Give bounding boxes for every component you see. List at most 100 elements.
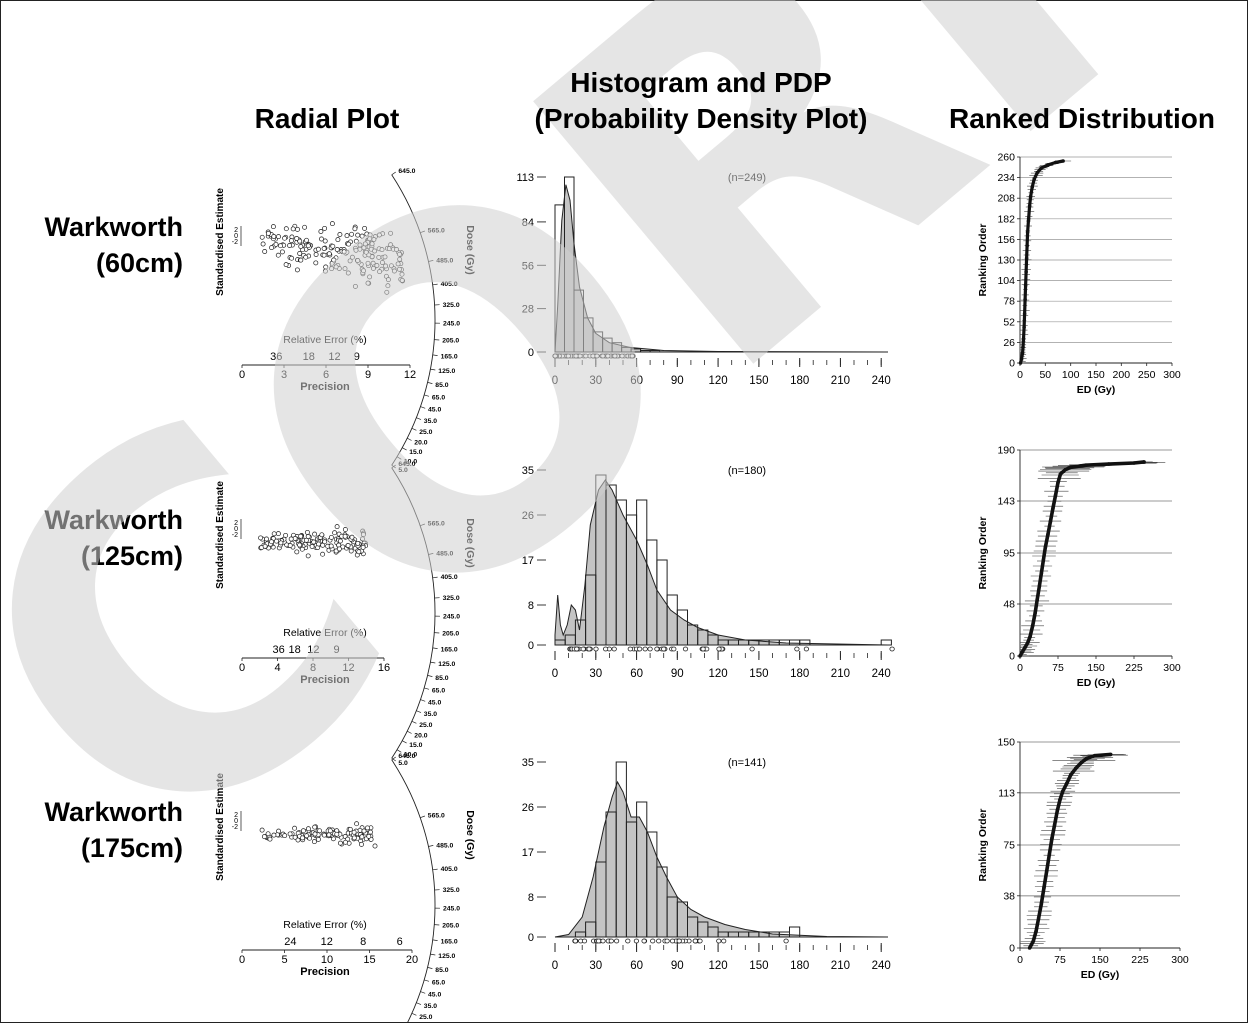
ranked-y-tick-label: 78 <box>1003 296 1015 308</box>
radial-data-point <box>269 539 274 545</box>
hist-x-tick-label: 240 <box>872 375 891 387</box>
radial-data-point <box>275 531 281 537</box>
radial-data-point <box>359 841 364 847</box>
hist-x-tick-label: 90 <box>671 668 684 680</box>
radial-data-point <box>294 236 300 241</box>
radial-dose-tick <box>402 740 407 744</box>
dose-dot <box>664 938 670 944</box>
radial-data-point <box>344 233 350 239</box>
hist-x-tick-label: 210 <box>831 960 850 972</box>
radial-data-point <box>359 233 365 239</box>
radial-data-point <box>360 532 366 537</box>
radial-data-point <box>259 827 265 833</box>
radial-dose-tick <box>411 720 417 724</box>
radial-data-point <box>319 236 324 242</box>
ranked-y-tick-label: 104 <box>997 275 1015 287</box>
radial-data-point <box>349 254 355 260</box>
histogram-header-line1: Histogram and PDP <box>570 67 831 98</box>
radial-dose-tick-label: 405.0 <box>441 574 458 581</box>
radial-data-point <box>319 532 325 538</box>
dose-dot <box>613 938 620 944</box>
ranked-point <box>1034 929 1038 934</box>
ranked-point <box>1028 634 1032 639</box>
ranked-point <box>1053 160 1058 165</box>
dose-dot <box>637 646 643 652</box>
radial-data-point <box>362 225 368 231</box>
radial-dose-tick <box>430 368 436 371</box>
radial-precision-tick-label: 6 <box>323 369 329 381</box>
dose-dot <box>581 938 588 944</box>
ranked-point <box>1046 163 1050 167</box>
hist-x-tick-label: 180 <box>790 960 809 972</box>
ranked-plot: 0 26 52 78 104 130 156 182 208 234 260 0 50 100 150 200… <box>977 152 1181 397</box>
radial-data-point <box>347 258 353 264</box>
hist-x-tick-label: 60 <box>630 668 643 680</box>
dose-dot <box>583 353 589 359</box>
ranked-x-tick-label: 75 <box>1054 954 1066 966</box>
ranked-y-tick-label: 260 <box>997 152 1015 164</box>
ranked-plot: 0 38 75 113 150 0 75 150 225 300 Ranking Order ED (… <box>977 737 1189 982</box>
radial-precision-tick-label: 0 <box>239 954 245 966</box>
dose-dot <box>625 938 631 944</box>
radial-data-point <box>278 540 284 546</box>
hist-x-tick-label: 0 <box>552 960 558 972</box>
radial-data-point <box>287 543 293 548</box>
radial-dose-tick <box>416 710 422 713</box>
ranked-curve <box>1018 460 1145 657</box>
dose-dot <box>697 938 703 944</box>
radial-data-point <box>282 235 288 241</box>
ranked-point <box>1025 641 1030 645</box>
radial-data-point <box>260 241 266 247</box>
radial-rel-error-label: Relative Error (%) <box>283 334 366 346</box>
ranked-y-tick-label: 156 <box>997 234 1015 246</box>
hist-x-tick-label: 0 <box>552 668 558 680</box>
radial-data-point <box>300 828 306 834</box>
radial-data-point <box>262 543 268 549</box>
radial-data-point <box>305 826 311 832</box>
radial-data-point <box>300 835 305 841</box>
radial-std-tick-label: -2 <box>232 532 238 539</box>
radial-data-point <box>328 543 334 549</box>
radial-data-point <box>304 529 310 535</box>
ranked-y-tick-label: 75 <box>1003 840 1015 852</box>
radial-data-point <box>388 230 394 236</box>
radial-data-point <box>305 553 311 559</box>
radial-data-point <box>298 533 304 539</box>
radial-dose-tick <box>427 675 433 677</box>
radial-dose-tick-label: 65.0 <box>432 395 445 402</box>
dose-dot <box>605 353 611 359</box>
radial-data-point <box>337 538 343 544</box>
hist-x-tick-label: 150 <box>749 668 768 680</box>
histogram-plot: 0 8 17 26 35 (n=180) 0 30 60 90 120 150 180 210 240 <box>522 465 895 680</box>
radial-data-point <box>297 251 303 256</box>
radial-data-point <box>329 266 335 272</box>
hist-x-tick-label: 240 <box>872 668 891 680</box>
ranked-point <box>1039 166 1044 170</box>
radial-precision-tick-label: 12 <box>404 369 416 381</box>
radial-data-point <box>382 254 388 260</box>
hist-n-label: (n=249) <box>728 172 766 184</box>
ranked-point <box>1025 230 1030 235</box>
radial-rel-error-tick: 18 <box>303 351 315 363</box>
dose-dot <box>633 938 640 944</box>
radial-data-point <box>377 269 383 275</box>
radial-data-point <box>341 249 347 255</box>
radial-data-point <box>330 243 336 249</box>
radial-dose-tick-label: 565.0 <box>428 228 445 235</box>
radial-data-point <box>349 231 355 237</box>
radial-dose-tick-label: 35.0 <box>424 711 437 718</box>
ranked-point <box>1022 325 1026 330</box>
ranked-y-tick-label: 208 <box>997 193 1015 205</box>
dose-dot <box>600 938 606 944</box>
radial-data-point <box>367 274 373 280</box>
ranked-y-tick-label: 52 <box>1003 316 1015 328</box>
ranked-y-tick-label: 190 <box>997 445 1015 457</box>
dose-dot <box>682 646 689 652</box>
radial-data-point <box>369 241 375 247</box>
ranked-point <box>1065 781 1069 785</box>
radial-dose-tick <box>428 553 434 555</box>
ranked-x-tick-label: 50 <box>1039 369 1051 381</box>
radial-data-point <box>269 245 275 251</box>
radial-dose-tick-label: 125.0 <box>438 953 455 960</box>
radial-data-point <box>274 538 279 544</box>
